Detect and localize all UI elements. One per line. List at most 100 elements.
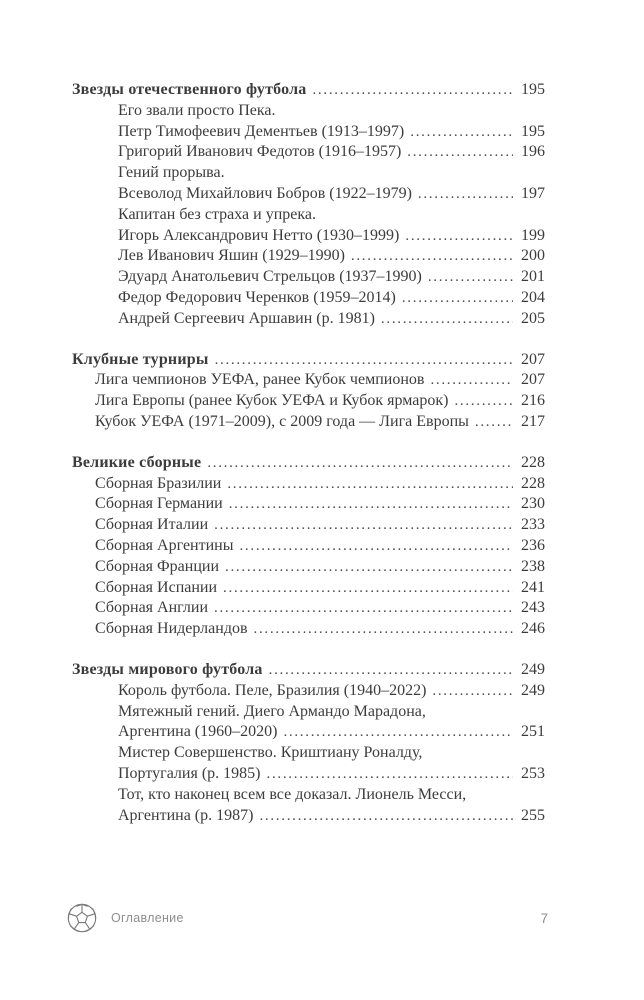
toc-entry-label: Сборная Англии <box>95 599 209 617</box>
toc-entry-label: Тот, кто наконец всем все доказал. Лионе… <box>118 785 467 803</box>
toc-entry: Гений прорыва. <box>72 163 545 184</box>
dot-leader <box>225 557 513 578</box>
toc-entry-page: 253 <box>521 764 545 782</box>
dot-leader <box>405 226 513 247</box>
toc-entry-label: Сборная Италии <box>95 516 209 534</box>
toc-entry-label: Капитан без страха и упрека. <box>118 205 317 223</box>
dot-leader <box>239 536 513 557</box>
toc-entry: Мистер Совершенство. Криштиану Роналду, <box>72 743 545 764</box>
soccer-ball-icon <box>67 903 97 933</box>
toc-entry: Сборная Бразилии 228 <box>72 474 545 495</box>
toc-entry: Сборная Италии 233 <box>72 515 545 536</box>
toc-entry-label: Аргентина (р. 1987) <box>118 806 254 824</box>
toc-entry-page: 246 <box>521 620 545 638</box>
toc-entry: Игорь Александрович Нетто (1930–1999) 199 <box>72 226 545 247</box>
dot-leader <box>428 267 513 288</box>
toc-entry-label: Сборная Аргентины <box>95 536 234 554</box>
toc-entry-page: 249 <box>521 660 545 678</box>
dot-leader <box>410 122 513 143</box>
toc-entry-label: Звезды отечественного футбола <box>72 81 307 98</box>
toc-entry: Григорий Иванович Федотов (1916–1957) 196 <box>72 142 545 163</box>
dot-leader <box>207 453 513 474</box>
toc-entry-label: Клубные турниры <box>72 350 209 368</box>
toc-entry-page: 236 <box>521 536 545 554</box>
toc-entry-page: 207 <box>521 350 545 368</box>
toc-entry-page: 251 <box>521 723 545 741</box>
toc-entry-label: Сборная Бразилии <box>95 474 222 492</box>
toc-entry-page: 201 <box>521 268 545 286</box>
toc-entry-label: Португалия (р. 1985) <box>118 764 261 782</box>
toc-entry-page: 228 <box>521 474 545 492</box>
toc-entry-label: Эдуард Анатольевич Стрельцов (1937–1990) <box>118 268 422 286</box>
toc-entry: Андрей Сергеевич Аршавин (р. 1981) 205 <box>72 309 545 330</box>
toc-entry-label: Федор Федорович Черенков (1959–2014) <box>118 288 396 306</box>
toc-entry-label: Всеволод Михайлович Бобров (1922–1979) <box>118 184 412 202</box>
toc-entry-page: 241 <box>521 578 545 596</box>
toc-entry-label: Лига Европы (ранее Кубок УЕФА и Кубок яр… <box>95 392 449 410</box>
dot-leader <box>229 494 513 515</box>
toc-entry: Король футбола. Пеле, Бразилия (1940–202… <box>72 681 545 702</box>
dot-leader <box>227 474 513 495</box>
footer-page-number: 7 <box>540 910 548 926</box>
dot-leader <box>254 619 513 640</box>
dot-leader <box>430 370 513 391</box>
dot-leader <box>418 184 513 205</box>
dot-leader <box>223 578 513 599</box>
toc-entry-label: Король футбола. Пеле, Бразилия (1940–202… <box>118 681 427 699</box>
table-of-contents: Звезды отечественного футбола 195 Его звал… <box>72 80 545 826</box>
toc-entry-page: 228 <box>521 453 545 471</box>
toc-entry: Сборная Германии 230 <box>72 494 545 515</box>
toc-entry-label: Гений прорыва. <box>118 164 225 182</box>
toc-entry: Лев Иванович Яшин (1929–1990) 200 <box>72 246 545 267</box>
dot-leader <box>432 681 513 702</box>
toc-entry-label: Сборная Нидерландов <box>95 620 248 638</box>
dot-leader <box>475 412 513 433</box>
dot-leader <box>351 246 513 267</box>
toc-entry-page: 196 <box>521 143 545 161</box>
toc-entry-page: 195 <box>521 81 545 98</box>
toc-entry: Лига чемпионов УЕФА, ранее Кубок чемпион… <box>72 370 545 391</box>
toc-entry: Кубок УЕФА (1971–2009), с 2009 года — Ли… <box>72 412 545 433</box>
toc-entry-page: 205 <box>521 309 545 327</box>
toc-entry: Петр Тимофеевич Дементьев (1913–1997) 195 <box>72 122 545 143</box>
dot-leader <box>312 80 513 101</box>
toc-entry: Всеволод Михайлович Бобров (1922–1979) 19… <box>72 184 545 205</box>
toc-entry: Лига Европы (ранее Кубок УЕФА и Кубок яр… <box>72 391 545 412</box>
toc-entry-page: 216 <box>521 392 545 410</box>
toc-entry-page: 197 <box>521 184 545 202</box>
toc-entry-label: Лев Иванович Яшин (1929–1990) <box>118 247 345 265</box>
toc-section-title: Клубные турниры 207 <box>72 350 545 371</box>
toc-entry: Капитан без страха и упрека. <box>72 205 545 226</box>
dot-leader <box>215 350 513 371</box>
toc-entry-label: Сборная Франции <box>95 557 220 575</box>
dot-leader <box>269 660 513 681</box>
toc-entry-label: Звезды мирового футбола <box>72 660 263 678</box>
toc-entry: Сборная Англии 243 <box>72 598 545 619</box>
dot-leader <box>267 764 514 785</box>
toc-entry-label: Андрей Сергеевич Аршавин (р. 1981) <box>118 309 375 327</box>
toc-entry-label: Сборная Германии <box>95 495 223 513</box>
dot-leader <box>259 806 513 827</box>
toc-entry: Сборная Аргентины 236 <box>72 536 545 557</box>
toc-entry-page: 238 <box>521 557 545 575</box>
toc-entry-page: 233 <box>521 516 545 534</box>
toc-entry-page: 230 <box>521 495 545 513</box>
toc-entry: Сборная Франции 238 <box>72 557 545 578</box>
dot-leader <box>283 722 513 743</box>
toc-entry: Сборная Испании 241 <box>72 578 545 599</box>
toc-section-title: Звезды мирового футбола 249 <box>72 660 545 681</box>
toc-entry: Аргентина (р. 1987) 255 <box>72 806 545 827</box>
toc-entry-page: 204 <box>521 288 545 306</box>
toc-entry-label: Петр Тимофеевич Дементьев (1913–1997) <box>118 122 405 140</box>
toc-section-title: Великие сборные 228 <box>72 453 545 474</box>
toc-entry-label: Игорь Александрович Нетто (1930–1999) <box>118 226 400 244</box>
dot-leader <box>454 391 513 412</box>
dot-leader <box>407 142 513 163</box>
toc-entry: Тот, кто наконец всем все доказал. Лионе… <box>72 785 545 806</box>
dot-leader <box>214 598 513 619</box>
toc-entry-page: 249 <box>521 681 545 699</box>
page-footer: Оглавление 7 <box>66 902 548 934</box>
toc-entry-page: 195 <box>521 122 545 140</box>
toc-section-title: Звезды отечественного футбола 195 <box>72 80 545 101</box>
